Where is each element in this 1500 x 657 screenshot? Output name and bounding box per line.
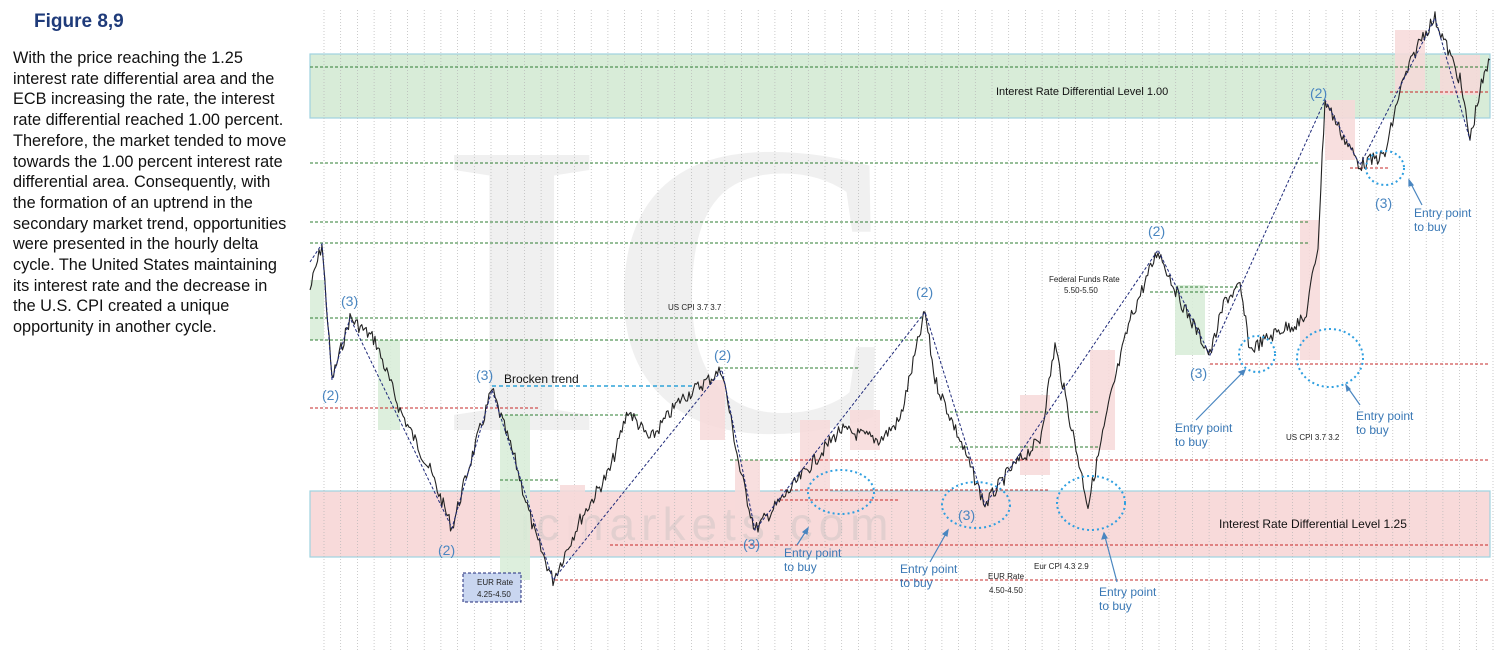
cycle-label: (2) xyxy=(1310,85,1327,101)
cycle-shade xyxy=(850,410,880,450)
entry-circle xyxy=(1056,475,1126,531)
entry-label: Entry point xyxy=(1175,421,1233,435)
cycle-label: (2) xyxy=(322,387,339,403)
cycle-shade xyxy=(378,340,400,430)
fed-funds-value: 5.50-5.50 xyxy=(1064,286,1098,295)
entry-label: to buy xyxy=(1356,423,1389,437)
figure-description: With the price reaching the 1.25 interes… xyxy=(13,49,287,337)
us-cpi-label: US CPI 3.7 3.7 xyxy=(668,303,722,312)
entry-label: to buy xyxy=(1099,599,1132,613)
cycle-label: (3) xyxy=(743,536,760,552)
zone-label-100: Interest Rate Differential Level 1.00 xyxy=(996,86,1168,98)
cycle-label: (3) xyxy=(341,293,358,309)
cycle-shade xyxy=(1020,395,1050,475)
trend-line xyxy=(309,16,1471,582)
eur-cpi-label: Eur CPI 4.3 2.9 xyxy=(1034,562,1089,571)
eur-rate-value-2: 4.50-4.50 xyxy=(989,586,1023,595)
us-cpi-label-2: US CPI 3.7 3.2 xyxy=(1286,433,1340,442)
entry-label: Entry point xyxy=(900,562,958,576)
cycle-shade xyxy=(560,485,585,545)
zone-label-125: Interest Rate Differential Level 1.25 xyxy=(1219,517,1407,531)
eur-rate-box xyxy=(462,572,522,603)
entry-label: to buy xyxy=(900,576,933,590)
eur-rate-box-label: EUR Rate xyxy=(477,578,514,587)
entry-label: Entry point xyxy=(1099,585,1157,599)
entry-label: to buy xyxy=(1414,220,1447,234)
trend-lines xyxy=(309,16,1471,582)
cycle-label: (2) xyxy=(438,542,455,558)
entry-circle xyxy=(1238,335,1276,373)
cycle-label: (2) xyxy=(916,284,933,300)
eur-rate-label-2: EUR Rate xyxy=(988,572,1025,581)
entry-label: Entry point xyxy=(784,546,842,560)
cycle-labels: (2) (3) (2) (3) (2) (3) (2) (3) (2) (3) … xyxy=(322,85,1392,558)
entry-labels: Entry point to buy Entry point to buy En… xyxy=(784,206,1472,613)
cycle-shade xyxy=(700,380,725,440)
cycle-label: (3) xyxy=(1190,365,1207,381)
entry-circles xyxy=(807,150,1405,531)
figure-title: Figure 8,9 xyxy=(34,11,124,32)
entry-label: Entry point xyxy=(1414,206,1472,220)
entry-label: Entry point xyxy=(1356,409,1414,423)
entry-circle xyxy=(941,481,1011,529)
entry-label: to buy xyxy=(1175,435,1208,449)
zone-level-100 xyxy=(309,53,1491,119)
cycle-label: (3) xyxy=(476,367,493,383)
cycle-label: (3) xyxy=(1375,195,1392,211)
eur-rate-box-value: 4.25-4.50 xyxy=(477,590,511,599)
entry-label: to buy xyxy=(784,560,817,574)
cycle-shade xyxy=(500,415,530,580)
cycle-label: (2) xyxy=(714,347,731,363)
macro-annotations: US CPI 3.7 3.7 Federal Funds Rate 5.50-5… xyxy=(668,275,1340,595)
cycle-shade xyxy=(310,280,324,340)
broken-trend-label: Brocken trend xyxy=(504,372,579,386)
entry-circle xyxy=(1365,150,1405,186)
entry-arrows xyxy=(796,178,1423,583)
cycle-label: (3) xyxy=(958,507,975,523)
entry-circle xyxy=(807,469,875,515)
entry-circle xyxy=(1296,328,1364,388)
cycle-label: (2) xyxy=(1148,223,1165,239)
fed-funds-label: Federal Funds Rate xyxy=(1049,275,1120,284)
